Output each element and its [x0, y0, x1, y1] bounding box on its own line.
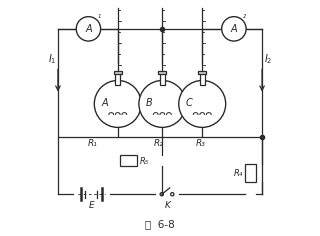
Text: C: C — [186, 98, 193, 108]
Bar — [245, 164, 256, 182]
Text: ₁: ₁ — [98, 11, 100, 20]
Text: $I_2$: $I_2$ — [264, 53, 272, 66]
Circle shape — [179, 80, 226, 127]
Bar — [120, 155, 137, 165]
Text: R₅: R₅ — [140, 157, 149, 166]
Text: A: A — [101, 98, 108, 108]
Text: R₂: R₂ — [154, 139, 164, 148]
Text: B: B — [146, 98, 153, 108]
Text: ₂: ₂ — [243, 11, 246, 20]
Bar — [200, 73, 205, 85]
Circle shape — [222, 17, 246, 41]
Text: $I_1$: $I_1$ — [48, 53, 56, 66]
Text: R₄: R₄ — [234, 169, 243, 178]
Text: $K$: $K$ — [164, 199, 172, 210]
Circle shape — [139, 80, 186, 127]
Circle shape — [76, 17, 101, 41]
Bar — [160, 73, 165, 85]
Text: A: A — [231, 24, 237, 34]
Text: R₃: R₃ — [196, 139, 206, 148]
Bar — [158, 71, 166, 74]
Text: R₁: R₁ — [88, 139, 98, 148]
Circle shape — [94, 80, 141, 127]
Bar — [115, 73, 120, 85]
Text: 图  6-8: 图 6-8 — [145, 219, 175, 229]
Text: $E$: $E$ — [88, 199, 95, 210]
Text: A: A — [85, 24, 92, 34]
Bar — [114, 71, 122, 74]
Bar — [198, 71, 206, 74]
